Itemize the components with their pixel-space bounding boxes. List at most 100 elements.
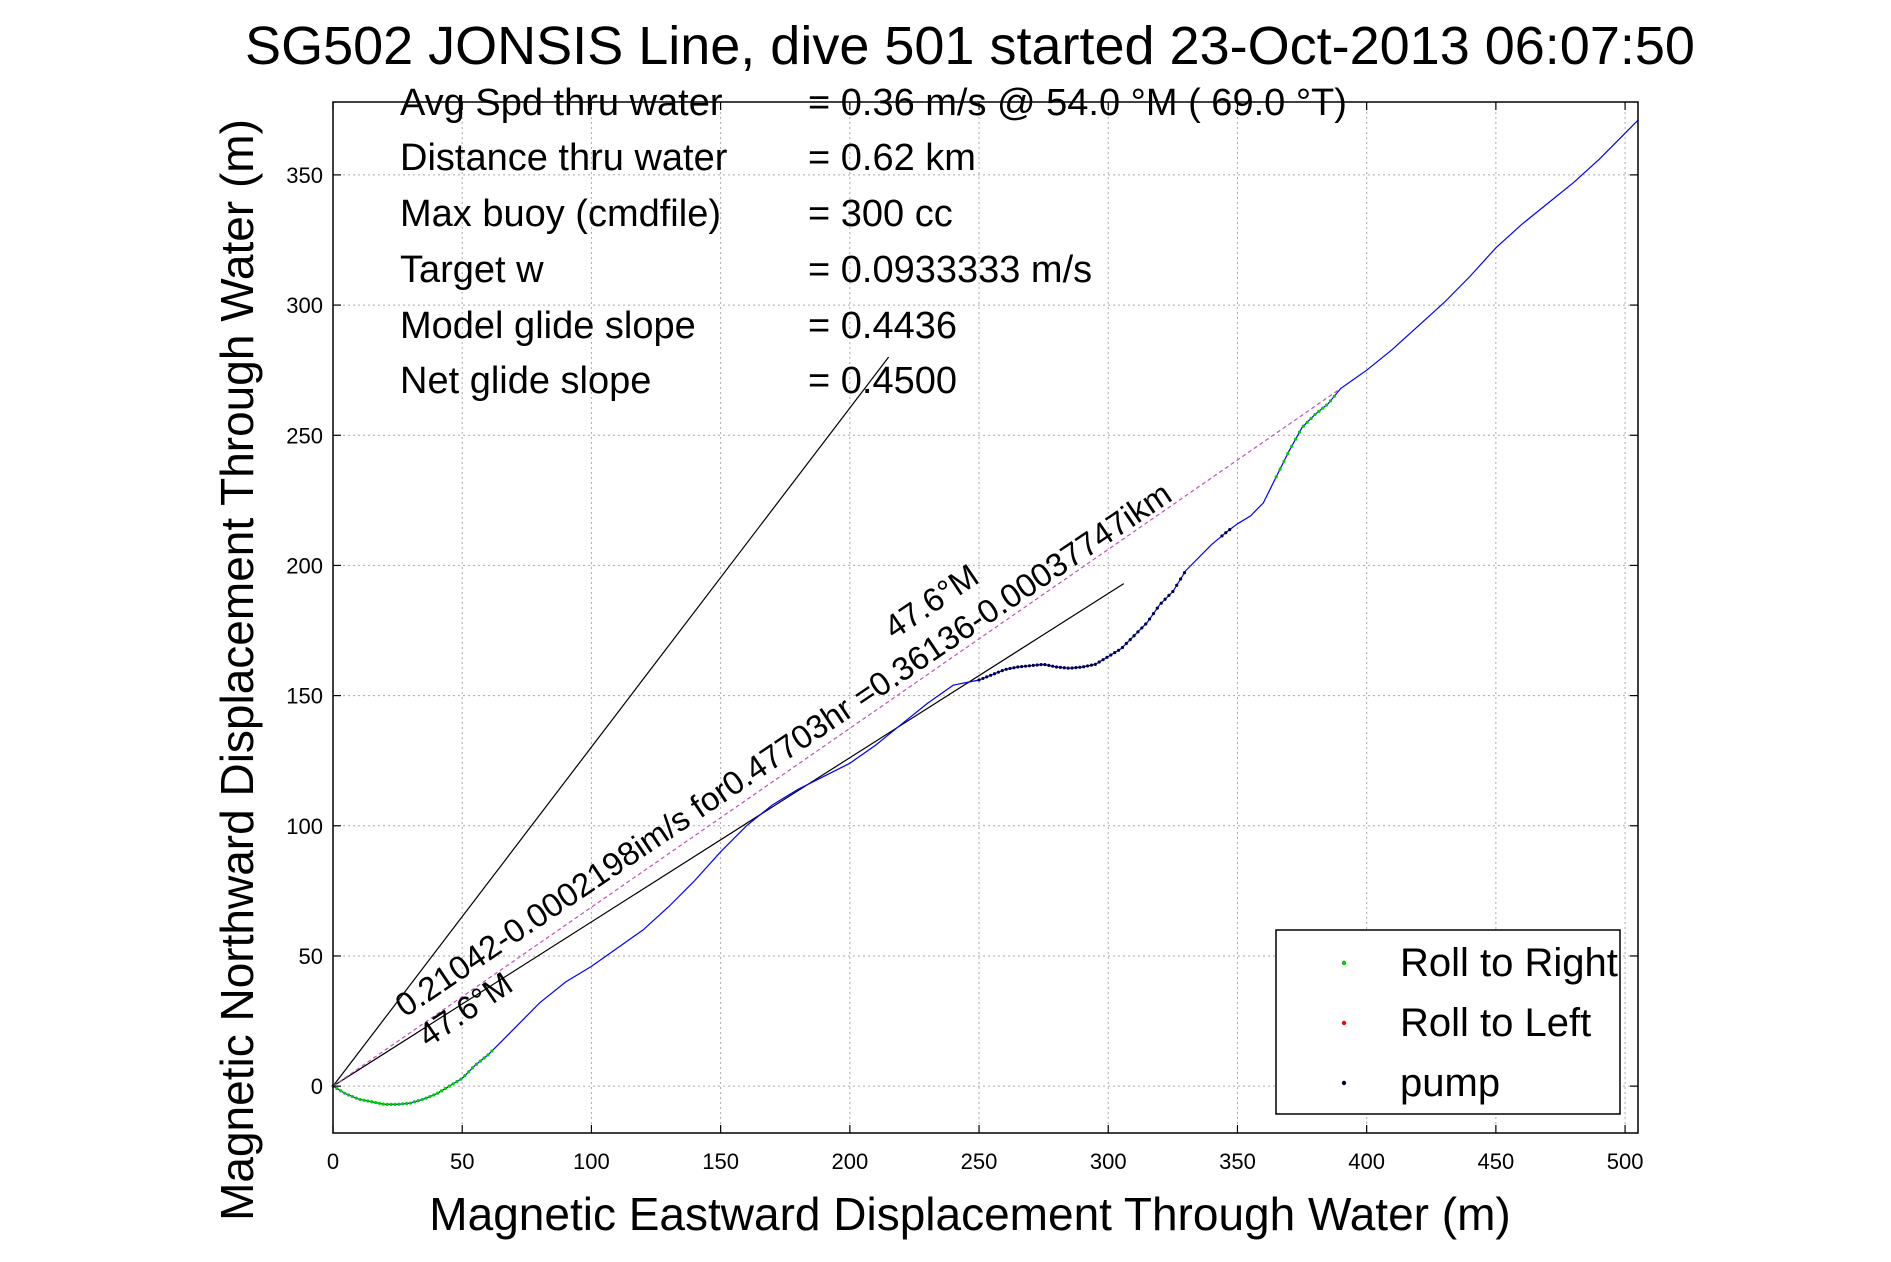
x-tick-label: 300: [1090, 1149, 1127, 1174]
marker-point: [1058, 665, 1063, 669]
marker-point: [1004, 667, 1008, 671]
marker-point: [385, 1102, 389, 1106]
marker-point: [1278, 467, 1282, 471]
marker-point: [397, 1102, 401, 1106]
marker-point: [1293, 437, 1298, 441]
marker-point: [1313, 412, 1317, 417]
legend-label: pump: [1400, 1061, 1500, 1105]
marker-layer: [331, 394, 1336, 1106]
stat-label: Model glide slope: [400, 305, 696, 347]
marker-point: [1274, 475, 1278, 479]
marker-point: [428, 1094, 432, 1099]
marker-point: [354, 1096, 358, 1100]
y-tick-label: 250: [286, 423, 323, 448]
annotation-vector: 0.21042-0.0002198im/s for0.47703hr =0.36…: [388, 475, 1178, 1024]
marker-point: [1317, 409, 1321, 413]
marker-point: [1113, 651, 1117, 655]
marker-point: [377, 1101, 382, 1105]
legend: Roll to Right Roll to Left pump: [1275, 929, 1621, 1115]
marker-point: [405, 1101, 409, 1106]
stat-label: Avg Spd thru water: [400, 82, 723, 124]
stat-value: = 0.36 m/s @ 54.0 °M ( 69.0 °T): [808, 82, 1347, 124]
x-axis-label: Magnetic Eastward Displacement Through W…: [429, 1188, 1510, 1240]
marker-point: [1023, 664, 1028, 668]
stat-value: = 300 cc: [808, 193, 953, 235]
stat-value: = 0.0933333 m/s: [808, 249, 1092, 291]
marker-point: [1325, 403, 1329, 407]
marker-point: [1151, 611, 1156, 616]
x-tick-label: 400: [1348, 1149, 1385, 1174]
marker-point: [459, 1077, 463, 1081]
marker-point: [1140, 626, 1144, 630]
marker-point: [1228, 528, 1232, 532]
reference-line: [332, 583, 1125, 1087]
marker-point: [1144, 622, 1148, 626]
marker-point: [1305, 420, 1309, 424]
marker-point: [1109, 653, 1113, 657]
reference-lines: [332, 356, 1342, 1087]
marker-point: [1070, 666, 1074, 670]
legend-marker: [1341, 1020, 1347, 1026]
marker-point: [1078, 665, 1082, 669]
y-tick-label: 100: [286, 814, 323, 839]
marker-point: [1074, 666, 1078, 670]
marker-point: [1297, 430, 1302, 434]
marker-point: [451, 1082, 455, 1086]
axes-box: [332, 101, 1639, 1134]
marker-point: [996, 670, 1001, 674]
marker-point: [1012, 666, 1016, 670]
marker-point: [416, 1099, 420, 1103]
stat-value: = 0.4436: [808, 305, 957, 347]
marker-point: [1066, 666, 1070, 670]
marker-point: [343, 1091, 347, 1095]
marker-point: [1136, 630, 1140, 634]
marker-point: [1093, 662, 1097, 666]
stat-value: = 0.62 km: [808, 137, 976, 179]
y-tick-label: 50: [299, 944, 323, 969]
marker-point: [1224, 531, 1228, 535]
y-tick-label: 150: [286, 684, 323, 709]
marker-point: [1155, 606, 1159, 610]
marker-point: [381, 1102, 385, 1106]
x-tick-label: 50: [450, 1149, 474, 1174]
marker-point: [374, 1100, 378, 1105]
marker-point: [1128, 638, 1132, 642]
stat-label: Max buoy (cmdfile): [400, 193, 721, 235]
marker-point: [393, 1102, 397, 1106]
marker-point: [389, 1102, 393, 1106]
marker-point: [474, 1062, 479, 1066]
legend-label: Roll to Right: [1400, 941, 1618, 985]
marker-point: [463, 1074, 467, 1078]
x-tick-label: 250: [961, 1149, 998, 1174]
marker-point: [1332, 394, 1336, 398]
marker-point: [1147, 617, 1152, 621]
marker-point: [478, 1059, 482, 1063]
marker-point: [482, 1056, 486, 1060]
marker-point: [486, 1053, 490, 1057]
marker-point: [1282, 459, 1286, 463]
marker-point: [985, 675, 989, 679]
marker-point: [1120, 645, 1125, 650]
marker-point: [977, 678, 981, 682]
x-tick-label: 150: [702, 1149, 739, 1174]
marker-point: [1008, 666, 1012, 671]
marker-point: [1286, 451, 1290, 456]
stats-panel: Avg Spd thru water = 0.36 m/s @ 54.0 °M (…: [400, 82, 1347, 402]
marker-point: [1082, 665, 1086, 669]
y-tick-label: 0: [311, 1074, 323, 1099]
marker-point: [346, 1093, 351, 1097]
stat-label: Distance thru water: [400, 137, 728, 179]
marker-point: [447, 1084, 451, 1088]
marker-point: [1175, 583, 1179, 587]
marker-point: [420, 1097, 424, 1102]
marker-point: [470, 1066, 475, 1070]
marker-point: [1159, 601, 1163, 605]
reference-line: [332, 387, 1342, 1087]
marker-point: [366, 1099, 370, 1103]
marker-point: [1167, 593, 1171, 597]
marker-point: [981, 676, 985, 681]
marker-point: [1124, 641, 1128, 646]
annotation-layer: 0.21042-0.0002198im/s for0.47703hr =0.36…: [388, 475, 1178, 1054]
stat-label: Net glide slope: [400, 360, 651, 402]
marker-point: [401, 1102, 405, 1106]
